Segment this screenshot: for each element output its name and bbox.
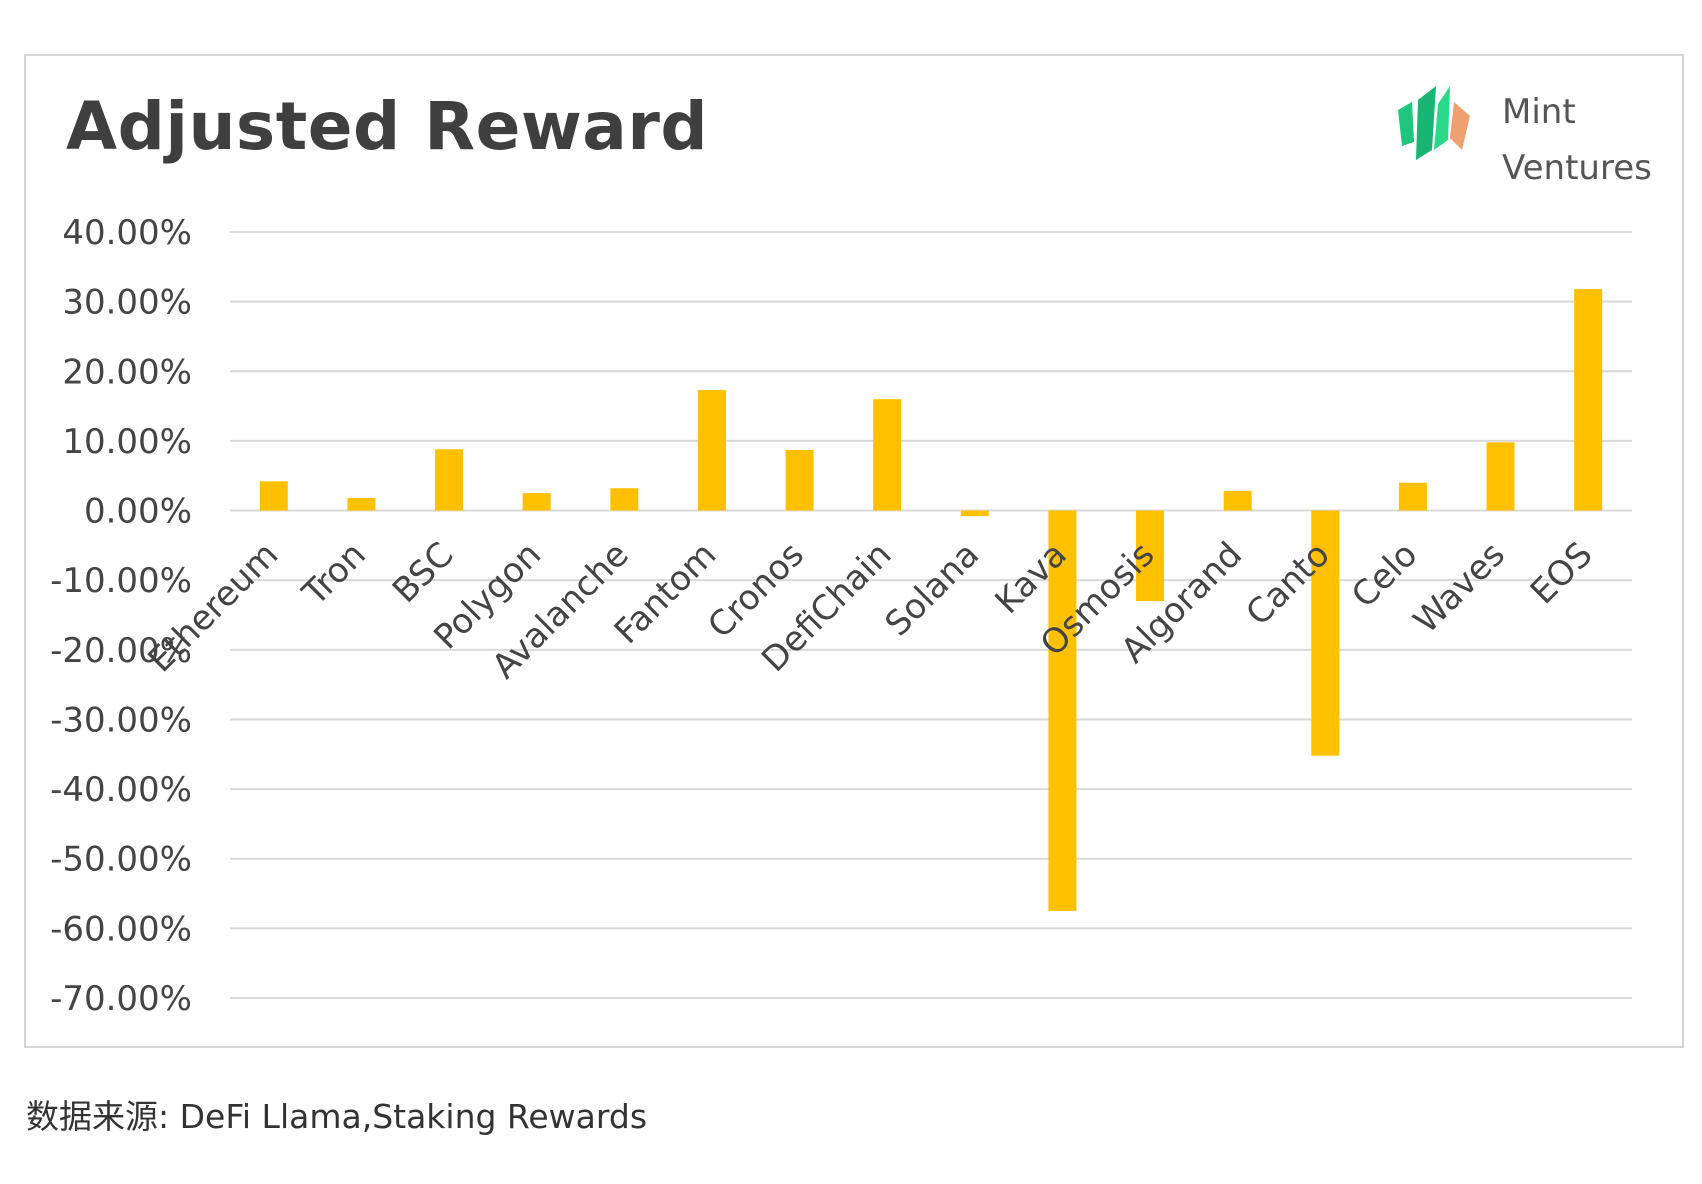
logo-wordmark: Mint Ventures	[1502, 84, 1652, 196]
y-tick-label: 10.00%	[62, 422, 192, 462]
logo-line-1: Mint	[1502, 92, 1576, 132]
bar-solana	[960, 510, 989, 517]
bar-kava	[1048, 510, 1077, 911]
bar-osmosis	[1136, 510, 1165, 602]
bar-waves	[1486, 442, 1515, 511]
bar-fantom	[697, 390, 726, 511]
y-tick-label: -50.00%	[50, 840, 192, 880]
bar-algorand	[1223, 491, 1252, 511]
y-tick-label: -70.00%	[50, 979, 192, 1019]
data-source-note: 数据来源: DeFi Llama,Staking Rewards	[26, 1097, 648, 1136]
bar-celo	[1398, 482, 1427, 511]
y-tick-label: 30.00%	[62, 283, 192, 323]
y-axis-ticks: 40.00% 30.00% 20.00% 10.00% 0.00% -10.00% -20.…	[50, 213, 192, 1019]
y-tick-label: -40.00%	[50, 770, 192, 810]
y-tick-label: -20.00%	[50, 631, 192, 671]
gridlines	[230, 231, 1632, 999]
mint-ventures-logo: Mint Ventures	[1392, 80, 1692, 188]
y-tick-label: 40.00%	[62, 213, 192, 253]
bar-polygon	[522, 493, 551, 511]
y-tick-label: 20.00%	[62, 352, 192, 392]
bar-avalanche	[610, 488, 639, 511]
y-tick-label: -30.00%	[50, 700, 192, 740]
mint-ventures-logo-mark	[1398, 86, 1470, 160]
bar-canto	[1311, 510, 1340, 756]
bar-defichain	[873, 399, 902, 511]
x-tick-label: Celo	[1344, 535, 1425, 616]
x-tick-label: Waves	[1406, 535, 1513, 642]
bar-cronos	[785, 449, 814, 511]
bar-tron	[347, 498, 376, 511]
y-tick-label: -10.00%	[50, 561, 192, 601]
bar-bsc	[435, 449, 464, 511]
bars	[259, 289, 1603, 911]
bar-ethereum	[259, 481, 288, 511]
x-tick-label: Solana	[878, 535, 988, 645]
x-tick-label: Ethereum	[140, 535, 286, 681]
chart-title: Adjusted Reward	[66, 88, 709, 165]
x-tick-label: BSC	[385, 535, 461, 611]
bar-eos	[1574, 289, 1603, 511]
chart-frame	[24, 54, 1684, 1048]
y-tick-label: 0.00%	[84, 492, 192, 532]
logo-line-2: Ventures	[1502, 148, 1652, 188]
x-tick-label: EOS	[1523, 535, 1601, 613]
x-axis-ticks: Ethereum Tron BSCPolygonAvalancheFantomCro…	[140, 535, 1600, 687]
y-tick-label: -60.00%	[50, 909, 192, 949]
x-tick-label: Tron	[294, 535, 373, 614]
